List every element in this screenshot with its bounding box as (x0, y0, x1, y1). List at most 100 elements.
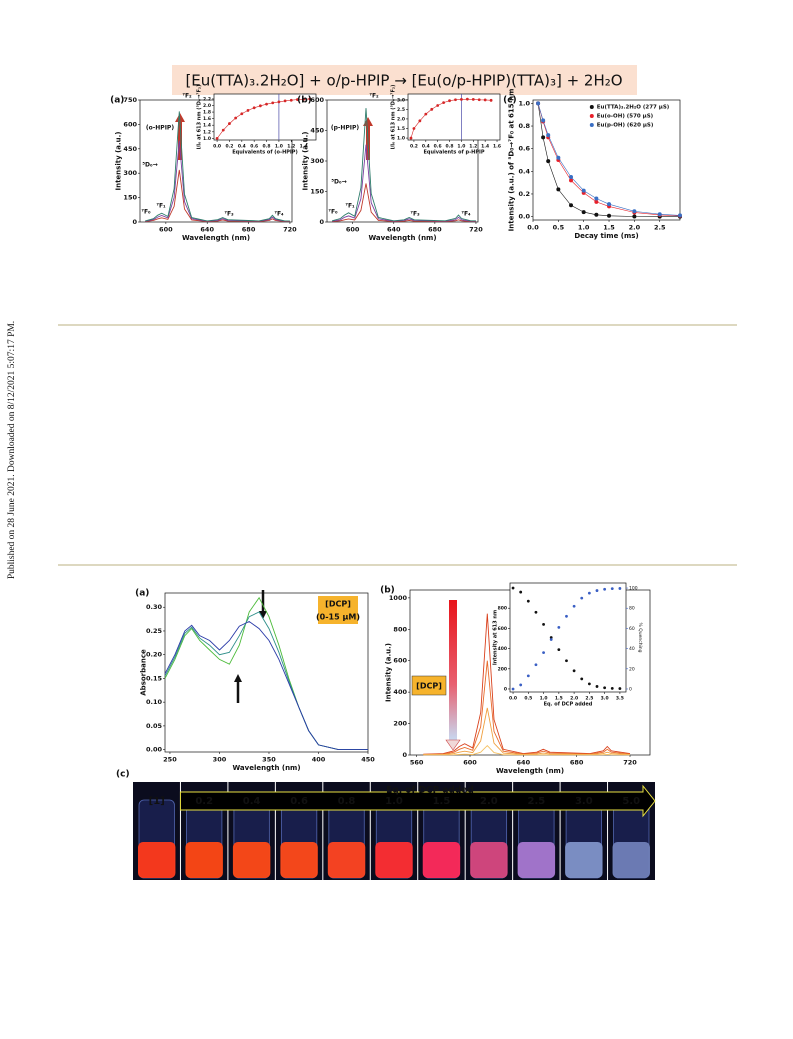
y-tick-label: 0.15 (146, 674, 163, 682)
annotation: ⁷F₃ (410, 211, 420, 218)
y-tick-label: 0.00 (146, 746, 163, 754)
x-tick-label: 0.0 (527, 224, 539, 232)
x-tick-label: 1.6 (493, 144, 501, 150)
data-point (657, 212, 662, 217)
x-tick-label: 0.0 (213, 144, 221, 150)
y-tick-label: 800 (393, 625, 407, 633)
vial-label: 0.4 (243, 796, 261, 807)
data-point (542, 622, 545, 626)
arrow-head (259, 611, 267, 619)
x-tick-label: 1.0 (457, 144, 465, 150)
data-point (618, 687, 622, 690)
y-tick-label: 1.0 (203, 136, 211, 142)
vial-label: 0.2 (195, 796, 213, 807)
y-tick-label: 2.0 (203, 103, 211, 109)
data-point (246, 109, 250, 112)
x-tick-label: 720 (283, 226, 297, 234)
y-tick-label: 0.8 (518, 122, 530, 130)
data-point (442, 101, 446, 105)
vial-label: 3.0 (575, 796, 593, 807)
series-line (164, 611, 368, 751)
annotation: [DCP] (416, 682, 442, 691)
y-axis-label: I/I₀ at 613 nm (⁵D₀→⁷F₂) (391, 85, 397, 150)
data-point (511, 586, 515, 590)
data-point (460, 97, 463, 101)
data-point (228, 122, 231, 125)
series-line (332, 144, 476, 222)
x-tick-label: 680 (570, 759, 584, 767)
y-tick-label: 0 (504, 686, 507, 692)
y-tick-label: 0.0 (518, 213, 530, 221)
red-arrow-head (363, 117, 373, 126)
data-point (258, 104, 262, 108)
x-axis-label: Wavelength (nm) (368, 234, 436, 242)
panel-label: (c) (116, 770, 130, 780)
data-point (595, 685, 599, 688)
y2-tick-label: 20 (629, 666, 635, 672)
y-tick-label: 0 (132, 218, 137, 226)
x-tick-label: 1.4 (300, 144, 308, 150)
y-tick-label: 300 (310, 157, 324, 165)
y-axis-label: Intensity (a.u.) (385, 643, 393, 702)
x-tick-label: 680 (428, 226, 442, 234)
x-tick-label: 600 (159, 226, 173, 234)
data-point (610, 587, 614, 591)
data-point (221, 128, 225, 132)
y-tick-label: 400 (498, 646, 507, 652)
data-point (526, 674, 530, 678)
data-point (265, 102, 268, 106)
y-tick-label: 2.5 (397, 107, 405, 113)
vial-label: [1] (149, 796, 165, 807)
series-line (423, 660, 631, 755)
data-point (424, 112, 428, 116)
vial-label: 2.5 (528, 796, 546, 807)
x-tick-label: 2.0 (629, 224, 641, 232)
x-tick-label: 250 (163, 756, 177, 764)
data-point (595, 589, 599, 592)
data-point (465, 97, 469, 101)
y-tick-label: 0.6 (518, 145, 530, 153)
data-point (234, 116, 238, 120)
y-tick-label: 0.05 (146, 722, 163, 730)
series-line (216, 98, 310, 139)
gradient-bar (449, 600, 457, 740)
x-tick-label: 0.4 (238, 144, 246, 150)
series-line (423, 744, 631, 756)
y-tick-label: 1000 (389, 594, 408, 602)
y2-tick-label: 100 (629, 586, 638, 592)
arrow (179, 784, 656, 818)
x-tick-label: 300 (213, 756, 227, 764)
vial-label: 1.0 (385, 796, 403, 807)
x-tick-label: 1.0 (578, 224, 590, 232)
x-axis-label: Wavelength (nm) (496, 767, 564, 775)
y-tick-label: 1.8 (203, 110, 211, 116)
y-axis-label: Absorbance (140, 649, 148, 696)
annotation: ⁷F₂ (182, 93, 192, 100)
side-note: Published on 28 June 2021. Downloaded on… (7, 321, 17, 579)
y-tick-label: 600 (123, 120, 137, 128)
y-tick-label: 450 (310, 127, 324, 135)
vial-liquid (422, 842, 461, 878)
data-point (471, 97, 475, 101)
data-point (556, 155, 561, 160)
vial-label: 5.0 (622, 796, 640, 807)
data-point (302, 97, 306, 101)
y-axis-label: Intensity (a.u.) of ⁵D₀→⁷F₀ at 615 nm (508, 89, 516, 232)
arrow-head (234, 674, 242, 682)
y2-tick-label: 60 (629, 626, 635, 632)
y-tick-label: 2.2 (203, 96, 211, 102)
annotation: ⁷F₁ (156, 203, 166, 210)
data-point (436, 104, 440, 107)
data-point (678, 213, 682, 218)
annotation: (p-HPIP) (331, 125, 360, 132)
legend-marker (589, 105, 594, 109)
vial-label: 0.6 (290, 796, 308, 807)
x-tick-label: 0.6 (434, 144, 442, 150)
data-point (618, 587, 622, 590)
data-point (454, 98, 457, 102)
annotation: ⁷F₁ (345, 203, 355, 210)
x-tick-label: 1.0 (275, 144, 283, 150)
panel-label: (a) (110, 96, 124, 106)
annotation: ⁷F₃ (224, 211, 234, 218)
